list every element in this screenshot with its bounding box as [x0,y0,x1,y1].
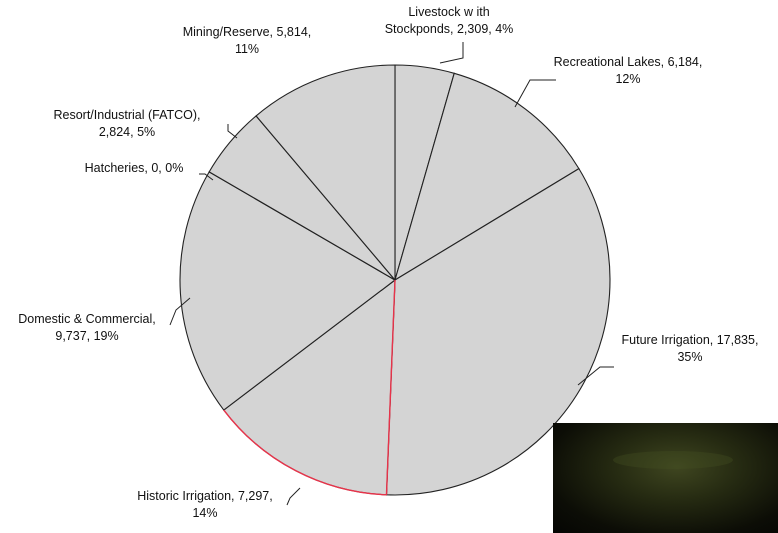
label-leader-lines [169,42,614,506]
pie-highlight-edges [223,279,396,496]
slice-label-recreational-lakes: Recreational Lakes, 6,184, 12% [554,55,703,86]
leader-line-recreational-lakes [514,79,556,108]
pie-slices [179,64,611,496]
slice-label-resort-industrial-fatco-: Resort/Industrial (FATCO), 2,824, 5% [53,108,200,139]
historic-irrigation-highlight [223,279,396,496]
pie-slice-mining-reserve [255,64,396,282]
slice-labels: Livestock w ith Stockponds, 2,309, 4% Recr… [18,5,758,520]
slice-label-domestic-commercial: Domestic & Commercial, 9,737, 19% [18,312,156,343]
pie-slice-future-irrigation [385,167,611,496]
leader-line-historic-irrigation [286,487,301,506]
slice-label-historic-irrigation: Historic Irrigation, 7,297, 14% [137,489,272,520]
photo-thumbnail [553,423,778,533]
leader-line-resort-industrial-fatco- [227,124,238,139]
pie-slice-recreational-lakes [394,72,580,282]
slice-label-mining-reserve: Mining/Reserve, 5,814, 11% [183,25,312,56]
leader-line-hatcheries [199,173,214,181]
slice-label-livestock-with-stockponds: Livestock w ith Stockponds, 2,309, 4% [385,5,514,36]
slice-label-hatcheries: Hatcheries, 0, 0% [85,161,184,175]
slice-label-future-irrigation: Future Irrigation, 17,835, 35% [622,333,759,364]
leader-line-domestic-commercial [169,297,191,326]
pie-slice-domestic-commercial [179,171,396,411]
leader-line-livestock-with-stockponds [439,42,464,64]
leader-line-future-irrigation [577,366,614,386]
